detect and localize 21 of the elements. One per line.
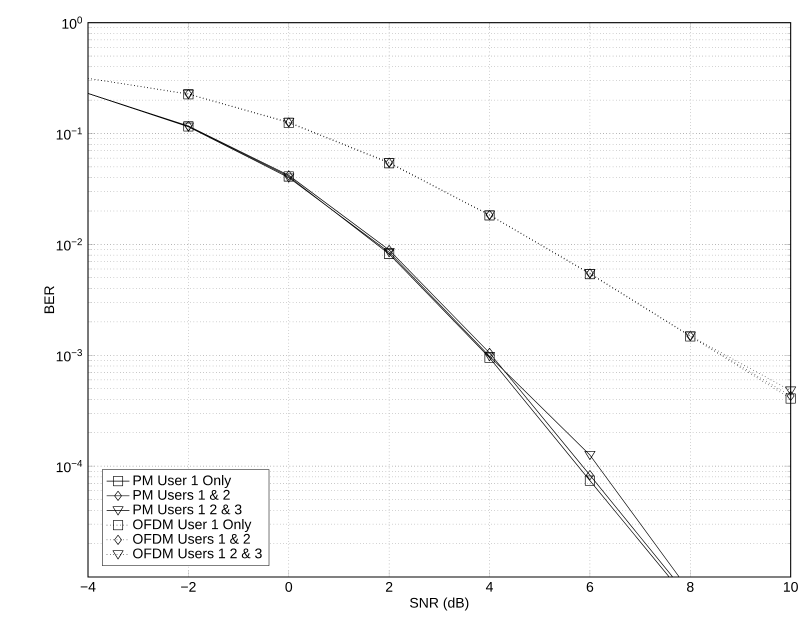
y-tick-label: 10$^{0}$: [62, 16, 82, 29]
legend-label: PM Users 1 & 2: [134, 490, 230, 500]
x-tick-label: 8: [687, 582, 694, 592]
legend-label: PM Users 1 2 & 3: [134, 504, 242, 514]
x-tick-label: 10: [784, 582, 798, 592]
y-tick-label: 10$^{−3}$: [56, 349, 82, 362]
y-axis-title: BER: [44, 286, 54, 314]
x-axis-title: SNR (dB): [410, 597, 468, 611]
legend-label: OFDM Users 1 2 & 3: [133, 548, 262, 558]
legend-label: OFDM User 1 Only: [133, 518, 252, 532]
y-tick-label: 10$^{−2}$: [56, 238, 82, 251]
x-tick-label: 0: [285, 582, 292, 592]
x-tick-label: 2: [386, 582, 392, 592]
legend-label: PM User 1 Only: [134, 475, 232, 488]
y-tick-label: 10$^{−1}$: [56, 127, 82, 140]
x-tick-label: −4: [80, 582, 96, 592]
x-tick-label: 4: [486, 582, 493, 592]
x-tick-label: 6: [586, 582, 594, 592]
legend-label: OFDM Users 1 & 2: [133, 534, 250, 544]
y-tick-label: 10$^{−4}$: [56, 460, 82, 472]
x-tick-label: −2: [181, 582, 196, 592]
